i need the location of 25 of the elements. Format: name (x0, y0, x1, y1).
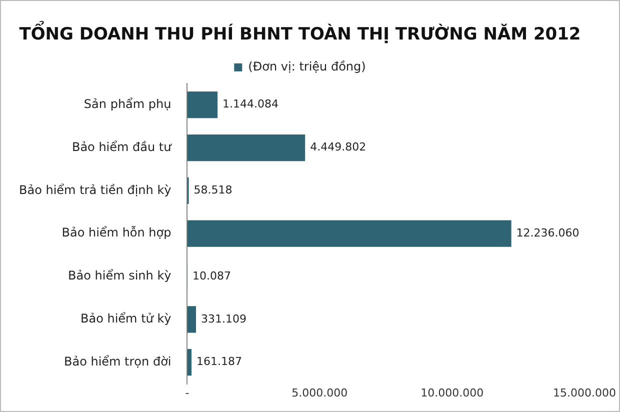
x-tick-label: 10.000.000 (420, 386, 484, 400)
x-tick-label: 5.000.000 (292, 386, 348, 400)
bar (187, 349, 192, 376)
bar (187, 220, 512, 247)
data-label: 1.144.084 (222, 98, 279, 111)
data-label: 12.236.060 (516, 226, 580, 240)
y-tick-label: Bảo hiểm trả tiền định kỳ (18, 182, 172, 197)
bar (187, 306, 196, 333)
x-tick-label: 15.000.000 (553, 386, 616, 400)
data-label: 331.109 (201, 312, 247, 326)
data-label: 10.087 (192, 269, 232, 282)
y-tick-label: Sản phẩm phụ (84, 96, 172, 111)
bar (187, 134, 306, 162)
y-tick-label: Bảo hiểm sinh kỳ (68, 268, 172, 283)
y-tick-label: Bảo hiểm trọn đời (64, 354, 172, 368)
chart-title: TỔNG DOANH THU PHÍ BHNT TOÀN THỊ TRƯỜNG NĂM 2012 (19, 20, 581, 45)
x-tick-label: - (185, 386, 190, 400)
y-tick-label: Bảo hiểm tử kỳ (80, 312, 172, 326)
data-label: 161.187 (196, 355, 242, 368)
y-tick-label: Bảo hiểm đầu tư (72, 140, 173, 154)
y-tick-label: Bảo hiểm hỗn hợp (62, 226, 172, 240)
data-label: 4.449.802 (310, 140, 366, 154)
bar (187, 92, 218, 118)
legend-label: (Đơn vị: triệu đồng) (248, 60, 366, 74)
data-label: 58.518 (194, 184, 232, 197)
